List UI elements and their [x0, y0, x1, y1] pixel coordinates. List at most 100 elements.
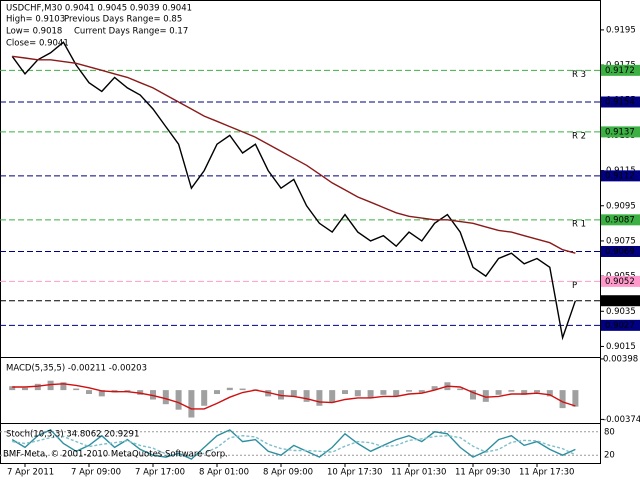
- macd-bar: [47, 380, 54, 391]
- macd-bar: [265, 390, 272, 397]
- x-tick-label: 8 Apr 09:00: [263, 468, 313, 478]
- footer: BMF-Meta, © 2001-2010 MetaQuotes Softwar…: [3, 450, 228, 460]
- macd-bar: [534, 390, 540, 393]
- macd-bar: [73, 388, 80, 391]
- macd-bar: [470, 390, 476, 400]
- macd-bar: [201, 390, 208, 406]
- macd-bar: [380, 390, 387, 395]
- stoch-label: Stoch(10,3,3) 34.8062 20.9291: [6, 430, 139, 440]
- macd-bar: [482, 390, 489, 402]
- level-label: 0.9112: [605, 171, 635, 181]
- x-tick-label: 11 Apr 09:30: [455, 468, 510, 478]
- macd-bar: [226, 387, 233, 391]
- level-label-box: [601, 319, 640, 331]
- level-tag: R 2: [572, 131, 586, 141]
- y-tick-label: 0.9075: [606, 236, 636, 246]
- stoch-signal: [12, 434, 576, 458]
- macd-bar: [137, 390, 144, 395]
- x-tick-label: 7 Apr 09:00: [71, 468, 121, 478]
- macd-bar: [86, 390, 92, 395]
- macd-bar: [98, 390, 105, 397]
- plot-frame: [0, 0, 601, 464]
- x-tick-label: 8 Apr 01:00: [199, 468, 249, 478]
- level-label: 0.9041: [605, 296, 635, 306]
- info-low: Low= 0.9018: [6, 27, 62, 37]
- macd-bar: [559, 390, 566, 409]
- price-line: [11, 41, 577, 341]
- stoch-tick-label: 20: [604, 451, 615, 461]
- macd-bar: [329, 390, 336, 403]
- level-tag: R 3: [572, 70, 586, 80]
- macd-bar: [546, 390, 553, 397]
- macd-tick-label: 0.00398: [603, 354, 638, 364]
- info-high: High= 0.9103: [6, 15, 65, 25]
- level-label: 0.9052: [605, 277, 635, 287]
- x-tick-label: 7 Apr 2011: [7, 468, 54, 478]
- macd-bar: [175, 390, 182, 410]
- level-label: 0.9087: [605, 215, 635, 225]
- macd-bar: [278, 390, 284, 400]
- macd-bar: [60, 382, 67, 391]
- macd-bar: [354, 390, 361, 397]
- x-tick-label: 10 Apr 17:30: [327, 468, 382, 478]
- macd-bar: [431, 386, 438, 391]
- macd-bar: [214, 390, 220, 395]
- macd-bar: [521, 390, 528, 395]
- y-tick-label: 0.9195: [606, 25, 636, 35]
- level-label-box: [601, 126, 640, 138]
- y-tick-label: 0.9095: [606, 201, 636, 211]
- macd-tick-label: -0.00374: [603, 415, 640, 425]
- level-label: 0.9137: [605, 127, 635, 137]
- macd-bar: [316, 390, 323, 406]
- level-label-box: [601, 64, 640, 76]
- level-label-box: [601, 96, 640, 108]
- price-line: [12, 55, 576, 254]
- macd-bar: [572, 390, 579, 407]
- level-label: 0.9172: [605, 66, 635, 76]
- level-label: 0.9154: [605, 98, 635, 108]
- macd-bar: [418, 390, 425, 393]
- macd-bar: [239, 388, 246, 391]
- level-label-box: [601, 295, 640, 307]
- info-close: Close= 0.9041: [6, 39, 69, 49]
- level-tag: P: [572, 281, 577, 291]
- info-cur-range: Current Days Range= 0.17: [74, 27, 188, 37]
- x-tick-label: 11 Apr 17:30: [519, 468, 574, 478]
- level-label-box: [601, 214, 640, 226]
- y-tick-label: 0.9035: [606, 307, 636, 317]
- macd-bar: [406, 390, 412, 392]
- macd-bar: [124, 390, 131, 392]
- macd-bar: [162, 390, 169, 405]
- macd-bar: [303, 390, 310, 402]
- macd-bar: [150, 390, 156, 400]
- level-tag: R 1: [572, 219, 586, 229]
- main-pane: 0.91950.91750.91550.91350.91150.90950.90…: [0, 25, 640, 478]
- x-tick-label: 11 Apr 01:30: [391, 468, 446, 478]
- macd-bar: [188, 390, 195, 418]
- macd-bar: [495, 390, 502, 395]
- chart-title: USDCHF,M30 0.9041 0.9045 0.9039 0.9041: [6, 4, 192, 14]
- macd-signal: [12, 383, 576, 410]
- info-prev-range: Previous Days Range= 0.85: [64, 15, 182, 25]
- macd-bar: [290, 390, 297, 397]
- stoch-main: [11, 429, 576, 460]
- x-tick-label: 7 Apr 17:00: [135, 468, 185, 478]
- macd-bar: [34, 383, 41, 391]
- macd-label: MACD(5,35,5) -0.00211 -0.00203: [6, 364, 147, 374]
- level-label-box: [601, 245, 640, 257]
- level-label-box: [601, 275, 640, 287]
- macd-bar: [393, 390, 400, 397]
- macd-bar: [367, 390, 374, 398]
- macd-bar: [9, 386, 16, 391]
- macd-bar: [508, 390, 515, 392]
- level-label-box: [601, 170, 640, 182]
- level-label: 0.9069: [605, 247, 635, 257]
- stoch-tick-label: 80: [604, 427, 615, 437]
- level-label: 0.9027: [605, 321, 635, 331]
- macd-bar: [342, 390, 348, 395]
- macd-bar: [457, 388, 464, 391]
- y-tick-label: 0.9015: [606, 342, 636, 352]
- macd-bar: [22, 387, 28, 391]
